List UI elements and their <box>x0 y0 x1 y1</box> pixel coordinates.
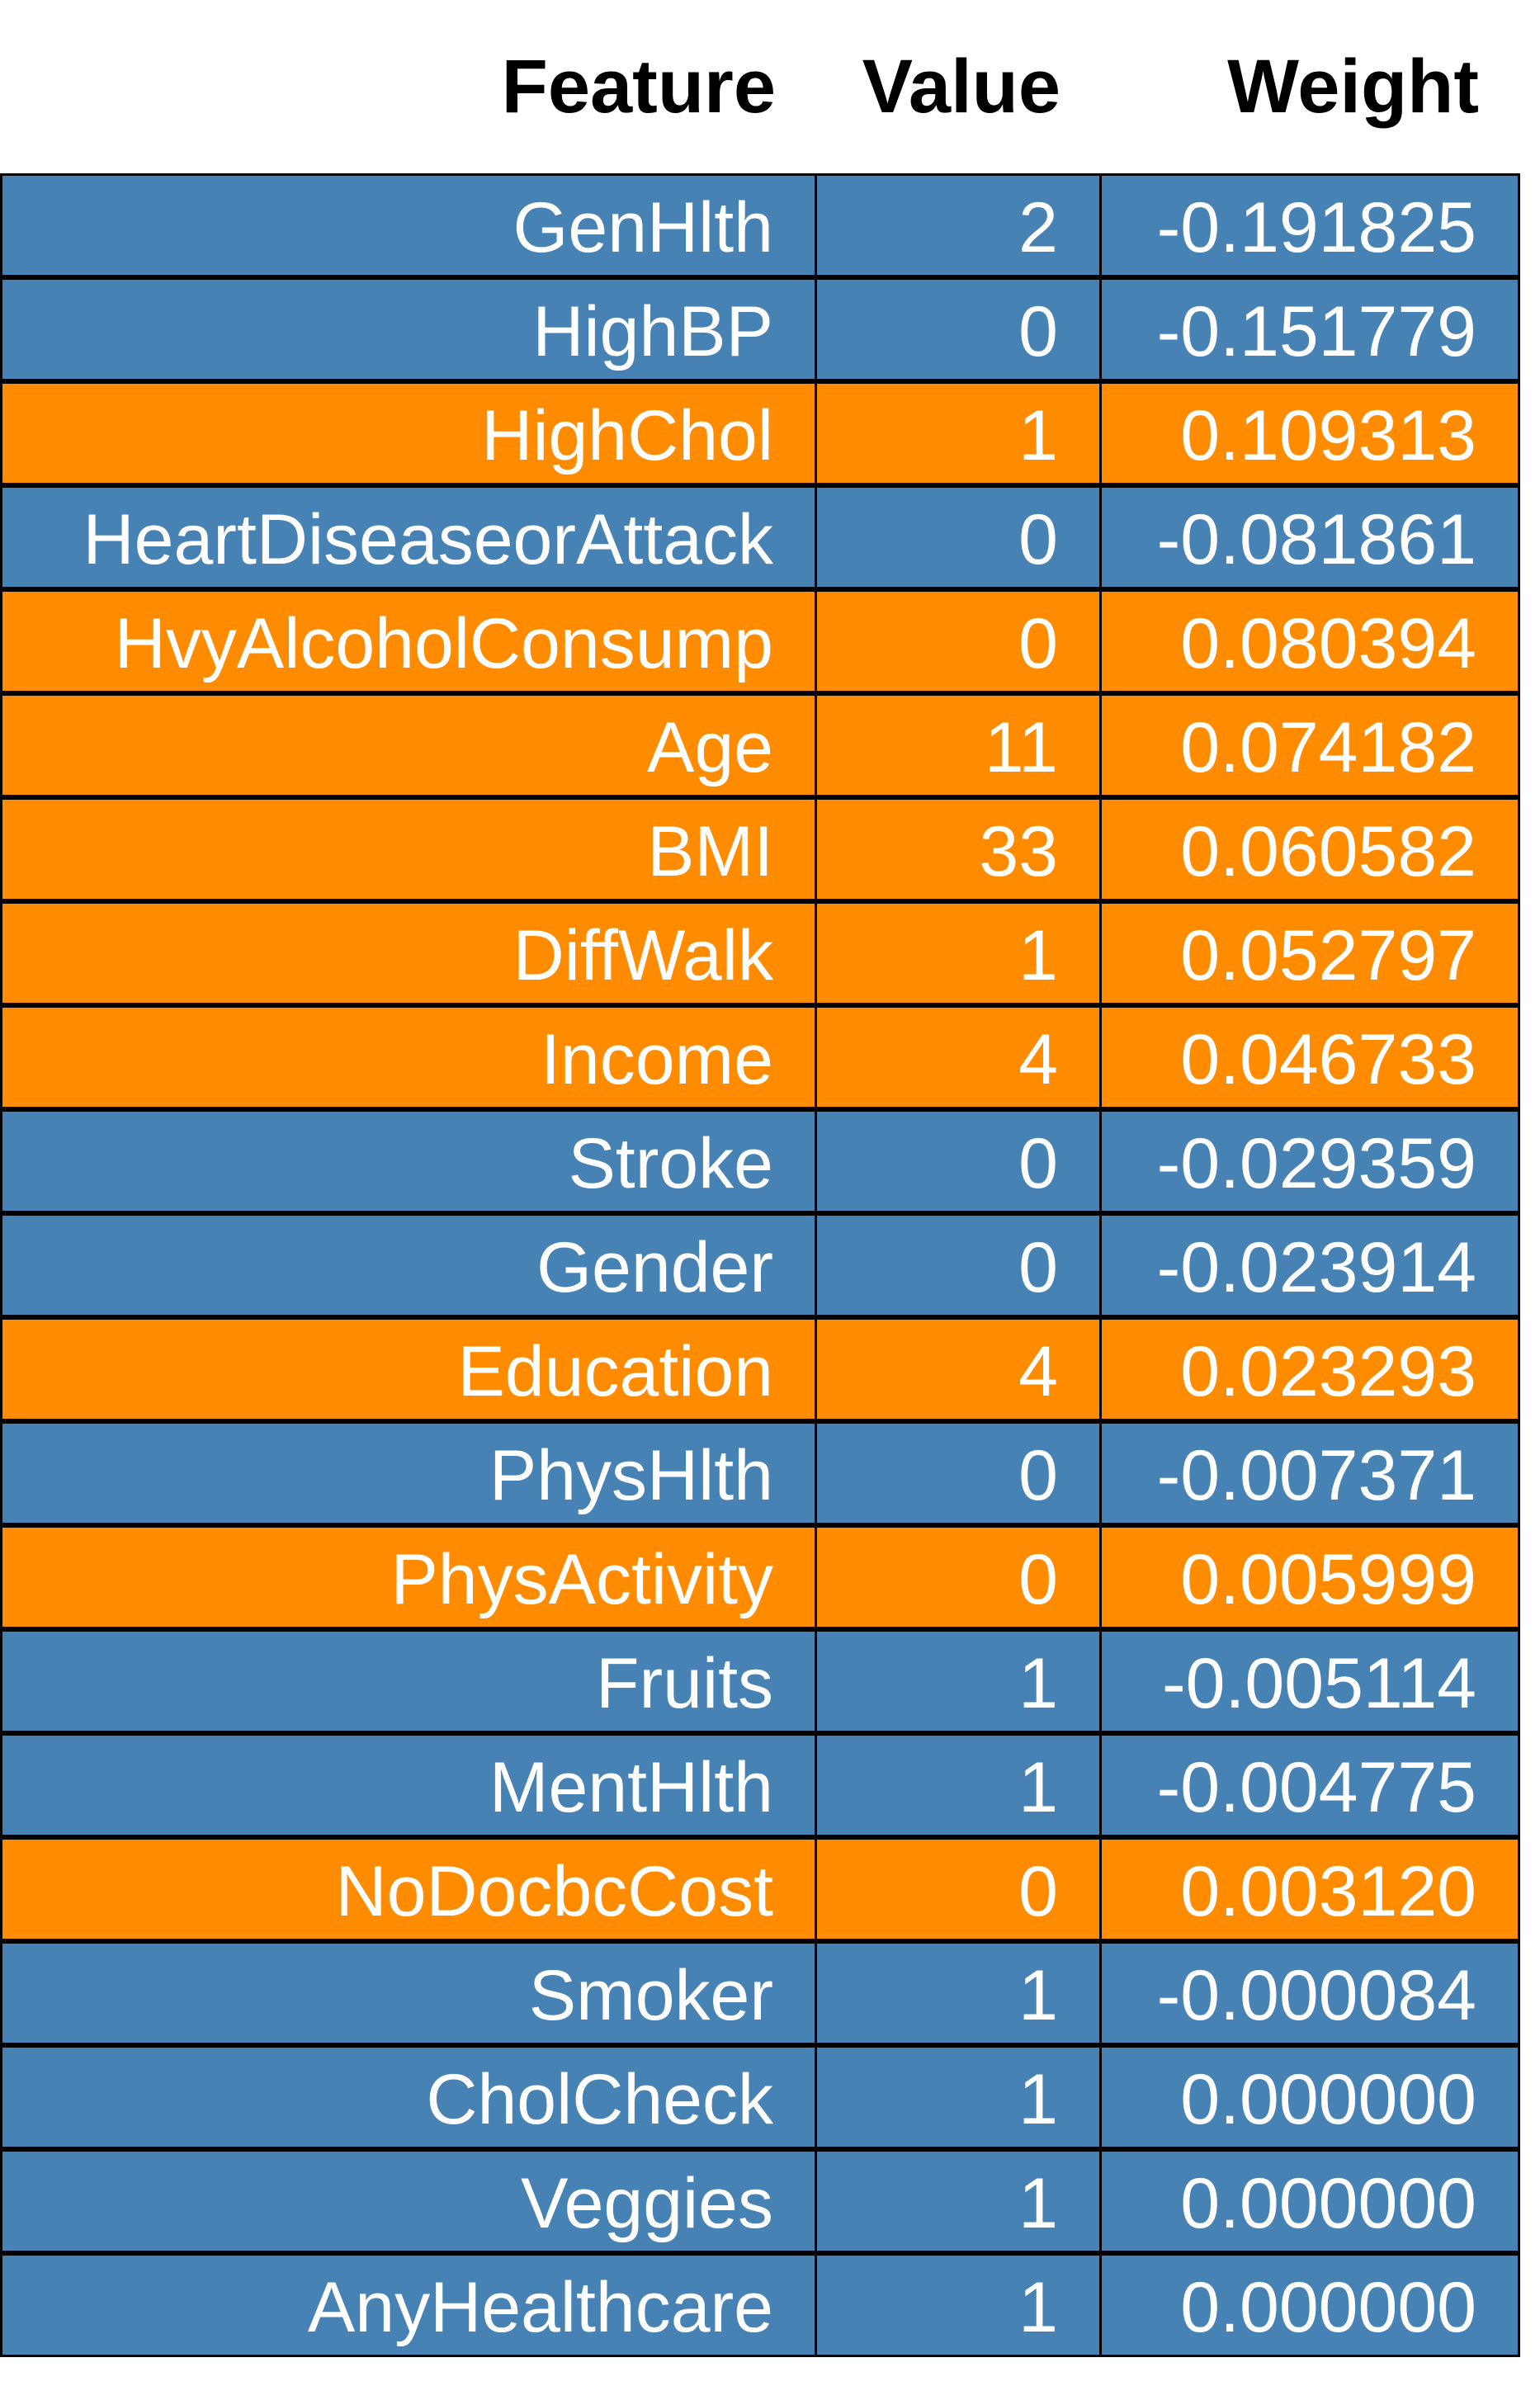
feature-cell: Stroke <box>0 1109 817 1213</box>
weight-cell: -0.005114 <box>1099 1629 1520 1733</box>
value-cell: 1 <box>815 1733 1102 1837</box>
table-row: PhysHlth 0 -0.007371 <box>0 1421 1520 1525</box>
feature-cell: AnyHealthcare <box>0 2253 817 2357</box>
table-row: CholCheck 1 0.000000 <box>0 2045 1520 2149</box>
weight-cell: 0.023293 <box>1099 1317 1520 1421</box>
value-cell: 0 <box>815 485 1102 589</box>
table-header: Feature Value Weight <box>0 0 1540 173</box>
weight-cell: 0.052797 <box>1099 901 1520 1005</box>
value-cell: 0 <box>815 1837 1102 1941</box>
weight-cell: 0.046733 <box>1099 1005 1520 1109</box>
table-row: NoDocbcCost 0 0.003120 <box>0 1837 1520 1941</box>
feature-cell: Income <box>0 1005 817 1109</box>
value-cell: 1 <box>815 381 1102 485</box>
value-cell: 0 <box>815 589 1102 693</box>
weight-cell: 0.000000 <box>1099 2149 1520 2253</box>
value-cell: 33 <box>815 797 1102 901</box>
value-cell: 1 <box>815 1629 1102 1733</box>
feature-cell: Age <box>0 693 817 797</box>
value-cell: 1 <box>815 1941 1102 2045</box>
table-row: Smoker 1 -0.000084 <box>0 1941 1520 2045</box>
weight-cell: -0.007371 <box>1099 1421 1520 1525</box>
weight-cell: 0.000000 <box>1099 2045 1520 2149</box>
header-feature: Feature <box>501 45 776 129</box>
table-row: MentHlth 1 -0.004775 <box>0 1733 1520 1837</box>
weight-cell: -0.081861 <box>1099 485 1520 589</box>
value-cell: 0 <box>815 1525 1102 1629</box>
table-row: HighBP 0 -0.151779 <box>0 277 1520 381</box>
feature-cell: HighBP <box>0 277 817 381</box>
weight-cell: 0.109313 <box>1099 381 1520 485</box>
value-cell: 1 <box>815 2045 1102 2149</box>
table-row: BMI 33 0.060582 <box>0 797 1520 901</box>
header-value: Value <box>862 45 1061 129</box>
value-cell: 4 <box>815 1005 1102 1109</box>
value-cell: 11 <box>815 693 1102 797</box>
weight-cell: -0.029359 <box>1099 1109 1520 1213</box>
weight-cell: 0.000000 <box>1099 2253 1520 2357</box>
table-row: PhysActivity 0 0.005999 <box>0 1525 1520 1629</box>
table-row: HvyAlcoholConsump 0 0.080394 <box>0 589 1520 693</box>
weight-cell: -0.000084 <box>1099 1941 1520 2045</box>
table-row: Gender 0 -0.023914 <box>0 1213 1520 1317</box>
feature-cell: HvyAlcoholConsump <box>0 589 817 693</box>
feature-cell: BMI <box>0 797 817 901</box>
feature-cell: Education <box>0 1317 817 1421</box>
value-cell: 2 <box>815 173 1102 277</box>
feature-cell: Gender <box>0 1213 817 1317</box>
table-row: HighChol 1 0.109313 <box>0 381 1520 485</box>
weight-cell: 0.003120 <box>1099 1837 1520 1941</box>
table-row: Stroke 0 -0.029359 <box>0 1109 1520 1213</box>
weight-cell: 0.074182 <box>1099 693 1520 797</box>
table-row: Veggies 1 0.000000 <box>0 2149 1520 2253</box>
feature-cell: NoDocbcCost <box>0 1837 817 1941</box>
feature-cell: MentHlth <box>0 1733 817 1837</box>
table-row: AnyHealthcare 1 0.000000 <box>0 2253 1520 2357</box>
weight-cell: -0.004775 <box>1099 1733 1520 1837</box>
value-cell: 0 <box>815 1109 1102 1213</box>
weight-cell: -0.151779 <box>1099 277 1520 381</box>
weight-cell: -0.023914 <box>1099 1213 1520 1317</box>
table-row: Education 4 0.023293 <box>0 1317 1520 1421</box>
value-cell: 4 <box>815 1317 1102 1421</box>
feature-cell: GenHlth <box>0 173 817 277</box>
table-row: Income 4 0.046733 <box>0 1005 1520 1109</box>
feature-cell: Smoker <box>0 1941 817 2045</box>
feature-cell: HighChol <box>0 381 817 485</box>
weight-cell: 0.080394 <box>1099 589 1520 693</box>
value-cell: 1 <box>815 2149 1102 2253</box>
feature-cell: PhysActivity <box>0 1525 817 1629</box>
value-cell: 0 <box>815 277 1102 381</box>
feature-cell: Veggies <box>0 2149 817 2253</box>
table-row: Age 11 0.074182 <box>0 693 1520 797</box>
value-cell: 0 <box>815 1213 1102 1317</box>
value-cell: 1 <box>815 901 1102 1005</box>
feature-cell: CholCheck <box>0 2045 817 2149</box>
feature-cell: DiffWalk <box>0 901 817 1005</box>
table-row: Fruits 1 -0.005114 <box>0 1629 1520 1733</box>
feature-cell: HeartDiseaseorAttack <box>0 485 817 589</box>
header-weight: Weight <box>1227 45 1479 129</box>
weight-cell: -0.191825 <box>1099 173 1520 277</box>
table-row: HeartDiseaseorAttack 0 -0.081861 <box>0 485 1520 589</box>
feature-cell: Fruits <box>0 1629 817 1733</box>
weight-cell: 0.060582 <box>1099 797 1520 901</box>
weight-cell: 0.005999 <box>1099 1525 1520 1629</box>
feature-cell: PhysHlth <box>0 1421 817 1525</box>
table-row: GenHlth 2 -0.191825 <box>0 173 1520 277</box>
table-row: DiffWalk 1 0.052797 <box>0 901 1520 1005</box>
value-cell: 1 <box>815 2253 1102 2357</box>
value-cell: 0 <box>815 1421 1102 1525</box>
